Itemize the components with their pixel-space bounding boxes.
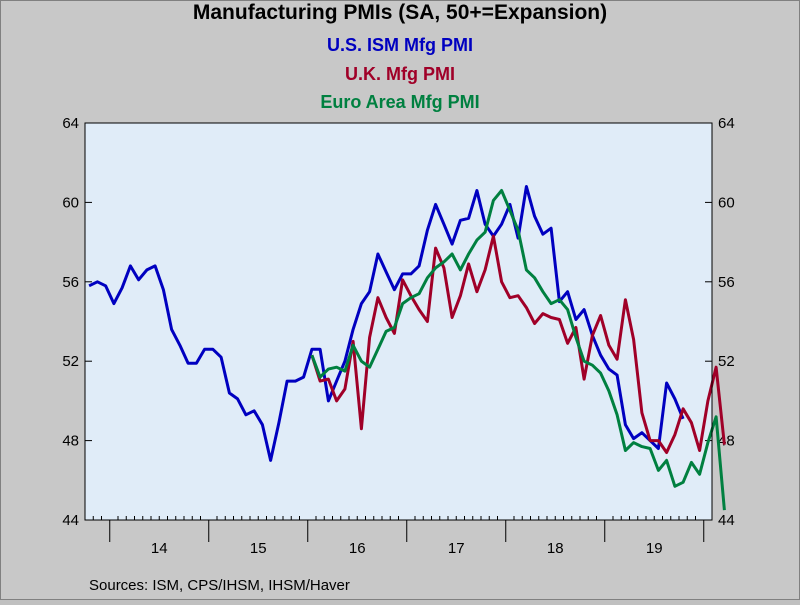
y-tick-label-left: 52 — [62, 353, 79, 370]
y-tick-label-left: 60 — [62, 194, 79, 211]
x-tick-label-year: 19 — [646, 540, 663, 557]
y-tick-label-right: 48 — [718, 433, 735, 450]
x-tick-label-year: 15 — [250, 540, 267, 557]
legend-us-ism: U.S. ISM Mfg PMI — [327, 35, 473, 55]
source-note: Sources: ISM, CPS/IHSM, IHSM/Haver — [89, 577, 350, 594]
series-line-us-ism — [88, 185, 685, 462]
series-line-uk — [310, 234, 726, 454]
y-tick-label-left: 44 — [62, 512, 79, 529]
y-tick-label-right: 52 — [718, 353, 735, 370]
series-line-euro-area — [310, 189, 726, 511]
x-tick-label-year: 14 — [151, 540, 168, 557]
x-tick-label-year: 16 — [349, 540, 366, 557]
y-tick-label-right: 60 — [718, 194, 735, 211]
plot-border — [84, 122, 713, 521]
y-tick-label-right: 44 — [718, 512, 735, 529]
chart-title: Manufacturing PMIs (SA, 50+=Expansion) — [192, 1, 608, 24]
y-tick-label-left: 48 — [62, 433, 79, 450]
legend-euro-area: Euro Area Mfg PMI — [320, 92, 480, 112]
y-tick-label-left: 64 — [62, 115, 79, 132]
y-tick-label-right: 64 — [718, 115, 735, 132]
y-tick-label-left: 56 — [62, 274, 79, 291]
legend-uk: U.K. Mfg PMI — [345, 64, 455, 84]
y-tick-label-right: 56 — [718, 274, 735, 291]
plot-area — [84, 122, 713, 521]
x-tick-label-year: 18 — [547, 540, 564, 557]
x-tick-label-year: 17 — [448, 540, 465, 557]
